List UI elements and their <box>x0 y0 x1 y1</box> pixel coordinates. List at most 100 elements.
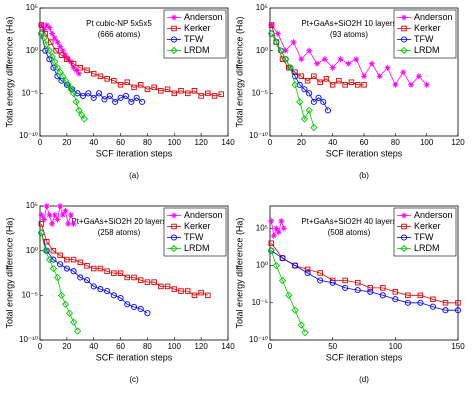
marker <box>130 303 138 311</box>
marker <box>61 77 70 85</box>
marker <box>97 286 104 293</box>
marker <box>75 106 83 115</box>
series-line <box>271 250 458 311</box>
marker <box>64 56 70 62</box>
marker <box>329 279 336 286</box>
marker <box>268 22 275 29</box>
marker <box>63 265 70 272</box>
marker <box>401 212 407 219</box>
marker <box>59 211 66 218</box>
marker <box>51 211 58 218</box>
marker <box>306 47 313 54</box>
marker <box>57 291 66 299</box>
legend-label: Anderson <box>184 210 223 220</box>
marker <box>455 300 461 306</box>
marker <box>58 52 65 58</box>
marker <box>164 86 171 93</box>
legend-label: Anderson <box>414 12 453 22</box>
marker <box>111 270 117 276</box>
marker <box>345 60 352 67</box>
marker <box>70 64 77 71</box>
marker <box>442 307 449 314</box>
marker <box>73 327 82 335</box>
marker <box>41 216 48 223</box>
legend-label: LRDM <box>184 243 210 253</box>
x-tick-label: 120 <box>194 342 208 351</box>
y-tick-label: 10⁻¹⁰ <box>19 131 38 140</box>
marker <box>353 56 360 63</box>
marker <box>137 277 144 283</box>
marker <box>40 34 48 42</box>
marker <box>74 90 81 97</box>
marker <box>400 36 408 43</box>
annotation: Pt+GaAs+SiO2H 40 layers <box>301 217 396 226</box>
marker <box>401 25 407 32</box>
marker <box>336 77 342 84</box>
y-tick-label: 10⁻¹⁰ <box>249 335 268 344</box>
marker <box>285 291 293 299</box>
x-tick-label: 140 <box>221 138 235 147</box>
marker <box>280 225 287 232</box>
marker <box>376 73 383 80</box>
marker <box>171 90 178 97</box>
marker <box>77 111 86 119</box>
marker <box>268 22 275 28</box>
marker <box>170 244 178 253</box>
legend-label: Kerker <box>414 221 441 231</box>
marker <box>304 77 311 84</box>
marker <box>268 240 275 246</box>
marker <box>43 238 50 245</box>
marker <box>282 55 290 63</box>
y-tick-label: 10⁻¹⁰ <box>249 131 268 140</box>
marker <box>392 81 399 88</box>
marker <box>124 301 131 308</box>
marker <box>50 247 57 254</box>
marker <box>306 90 313 97</box>
marker <box>279 255 286 262</box>
marker <box>62 207 69 214</box>
marker <box>41 26 48 33</box>
marker <box>43 22 50 29</box>
annotation: (258 atoms) <box>98 228 141 237</box>
x-tick-label: 80 <box>143 342 152 351</box>
marker <box>45 255 54 264</box>
marker <box>184 288 191 294</box>
marker <box>304 266 311 273</box>
marker <box>275 229 282 236</box>
marker <box>128 98 135 105</box>
x-tick-label: 120 <box>451 138 465 147</box>
marker <box>50 64 57 71</box>
marker <box>354 82 361 88</box>
legend-label: Kerker <box>184 23 211 33</box>
marker <box>178 88 184 94</box>
marker <box>117 82 124 88</box>
marker <box>404 299 411 306</box>
marker <box>314 60 320 67</box>
caption: (a) <box>129 171 139 180</box>
marker <box>400 244 408 253</box>
marker <box>117 270 124 276</box>
marker <box>205 292 211 299</box>
marker <box>48 52 56 61</box>
marker <box>41 247 50 255</box>
marker <box>47 39 54 45</box>
annotation: Pt+GaAs+SiO2H 20 layers <box>71 217 166 226</box>
marker <box>392 296 399 303</box>
marker <box>42 47 49 54</box>
marker <box>305 106 313 115</box>
marker <box>90 283 97 290</box>
x-tick-label: 100 <box>389 342 403 351</box>
y-tick-label: 10⁰ <box>26 46 38 55</box>
marker <box>124 274 131 281</box>
marker <box>272 38 280 46</box>
marker <box>317 277 324 284</box>
marker <box>80 115 88 123</box>
y-tick-label: 10⁰ <box>26 246 38 255</box>
marker <box>61 300 70 308</box>
marker <box>415 73 422 80</box>
marker <box>77 64 84 71</box>
x-axis-label: SCF iteration steps <box>96 352 173 362</box>
marker <box>405 292 411 299</box>
marker <box>311 73 317 80</box>
